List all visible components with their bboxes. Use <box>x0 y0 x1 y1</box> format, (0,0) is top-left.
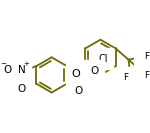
Text: F: F <box>144 52 149 61</box>
Text: O: O <box>3 65 12 75</box>
Text: N: N <box>18 65 26 75</box>
Text: O: O <box>72 69 80 79</box>
Text: Cl: Cl <box>98 54 108 64</box>
Text: O: O <box>74 86 82 96</box>
Text: O: O <box>18 84 26 93</box>
Text: F: F <box>144 71 149 80</box>
Text: +: + <box>23 61 29 68</box>
Text: F: F <box>124 73 129 82</box>
Text: −: − <box>1 61 6 68</box>
Text: O: O <box>90 66 98 76</box>
